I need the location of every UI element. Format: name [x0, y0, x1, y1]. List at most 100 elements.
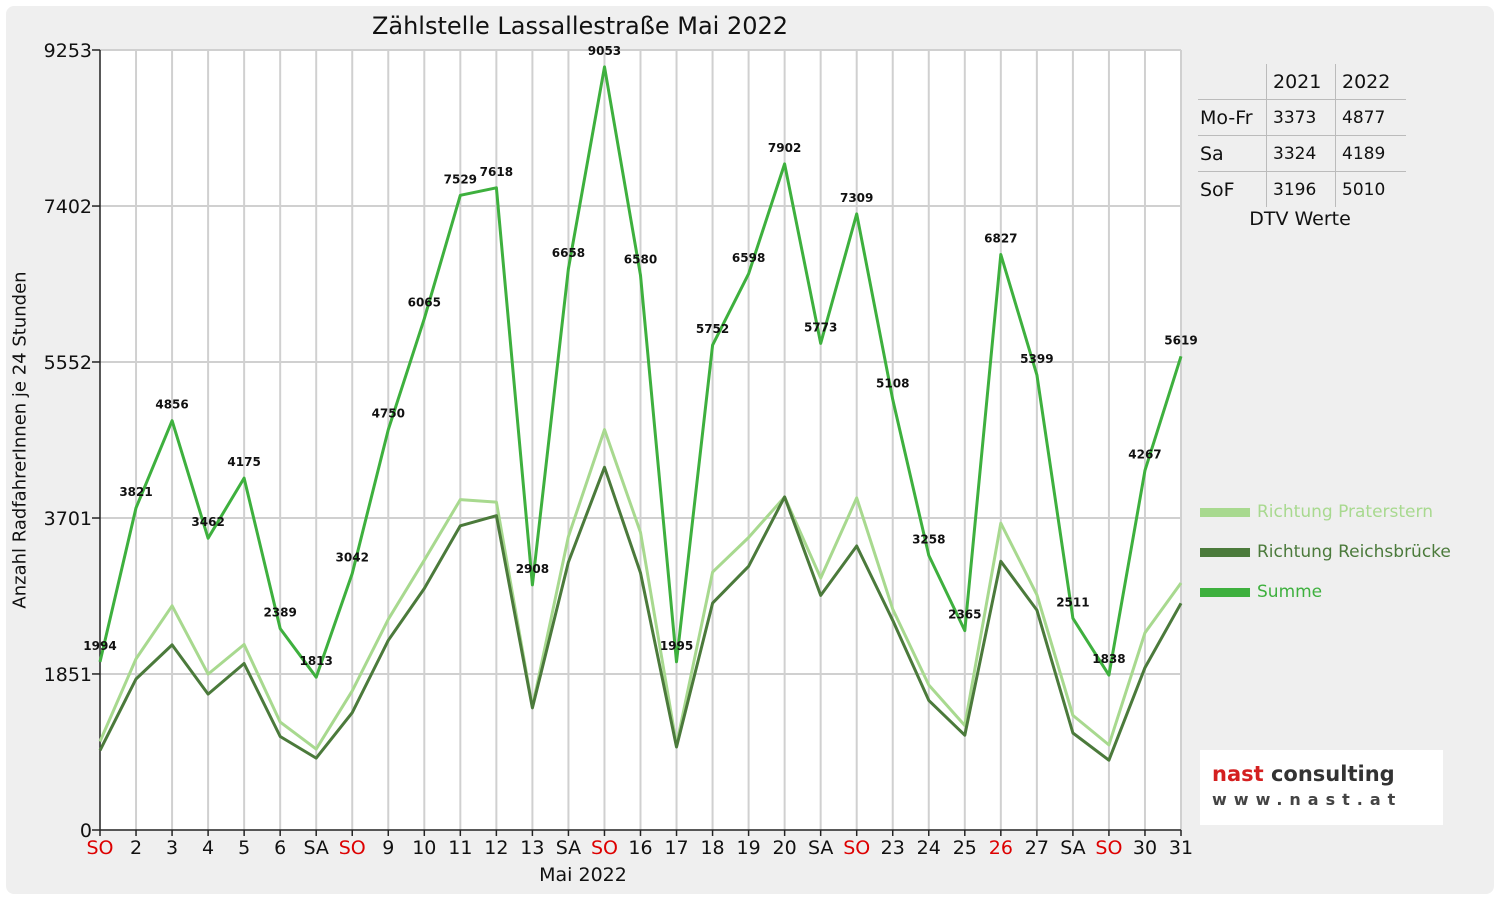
- dtv-caption: DTV Werte: [1249, 208, 1351, 230]
- data-label: 4267: [1128, 447, 1161, 461]
- x-tick-label: 5: [238, 837, 250, 859]
- dtv-col-2022: 2022: [1335, 64, 1406, 100]
- logo-word-nast: nast: [1212, 762, 1264, 786]
- company-logo: nast consulting www.nast.at: [1200, 750, 1443, 825]
- grid: [100, 49, 1182, 830]
- legend-item-reichsbruecke: Richtung Reichsbrücke: [1200, 532, 1451, 572]
- x-tick-label: 3: [166, 837, 178, 859]
- data-label: 4856: [155, 398, 188, 412]
- dtv-value-2021: 3196: [1266, 171, 1336, 207]
- data-label: 1838: [1092, 652, 1125, 666]
- x-tick-label: SA: [303, 837, 328, 859]
- x-tick-label: 25: [953, 837, 977, 859]
- data-label: 7529: [444, 172, 477, 186]
- data-label: 6658: [552, 246, 585, 260]
- data-label: 6065: [408, 296, 441, 310]
- x-tick-label: SA: [556, 837, 581, 859]
- data-label: 2908: [516, 562, 549, 576]
- y-tick-label: 0: [80, 820, 92, 842]
- data-label: 5619: [1164, 333, 1197, 347]
- data-label: 3258: [912, 532, 945, 546]
- data-label: 1813: [299, 654, 332, 668]
- x-tick-label: 13: [520, 837, 544, 859]
- data-label: 7902: [768, 141, 801, 155]
- data-label: 5108: [876, 376, 909, 390]
- x-tick-label: 20: [773, 837, 797, 859]
- x-tick-label: 2: [130, 837, 142, 859]
- series-line-richtung-praterstern: [98, 428, 1183, 751]
- x-tick-label: 23: [881, 837, 905, 859]
- data-label: 7309: [840, 191, 873, 205]
- data-label: 4175: [227, 455, 260, 469]
- data-label: 7618: [480, 165, 513, 179]
- x-tick-label: SA: [808, 837, 833, 859]
- data-label: 1994: [83, 639, 116, 653]
- y-tick-label: 3701: [44, 508, 92, 530]
- data-label: 9053: [588, 44, 621, 58]
- data-label: 4750: [372, 407, 405, 421]
- x-tick-label: SO: [86, 837, 113, 859]
- y-tick-label: 7402: [44, 196, 92, 218]
- series-line-richtung-reichsbr-cke: [98, 465, 1183, 762]
- x-tick-label: 6: [274, 837, 286, 859]
- dtv-header-row: 2021 2022: [1198, 64, 1406, 100]
- x-tick-label: 11: [448, 837, 472, 859]
- legend-label: Summe: [1257, 582, 1323, 602]
- data-label: 6827: [984, 232, 1017, 246]
- dtv-value-2021: 3373: [1266, 99, 1336, 136]
- x-tick-label: 16: [628, 837, 652, 859]
- data-label: 2389: [263, 606, 296, 620]
- data-label: 2511: [1056, 595, 1089, 609]
- logo-word-consulting: consulting: [1270, 762, 1395, 786]
- logo-wordmark: nast consulting: [1212, 762, 1395, 786]
- legend-swatch: [1200, 547, 1250, 557]
- x-axis-title: Mai 2022: [539, 864, 627, 886]
- legend: Richtung Praterstern Richtung Reichsbrüc…: [1200, 492, 1451, 612]
- x-tick-label: 4: [202, 837, 214, 859]
- x-tick-label: 17: [664, 837, 688, 859]
- data-label: 3821: [119, 485, 152, 499]
- x-tick-label: SO: [1095, 837, 1122, 859]
- data-labels: 1994 3821 4856 3462 4175 2389 1813 3042 4750 6065…: [83, 44, 1197, 668]
- legend-swatch: [1200, 587, 1250, 597]
- legend-item-summe: Summe: [1200, 572, 1451, 612]
- x-tick-label: 12: [484, 837, 508, 859]
- dtv-row-sa: Sa 3324 4189: [1198, 135, 1406, 172]
- dtv-row-label: Mo-Fr: [1198, 99, 1267, 136]
- dtv-table: 2021 2022 Mo-Fr 3373 4877 Sa 3324 4189 S…: [1198, 64, 1406, 207]
- y-tick-label: 1851: [44, 664, 92, 686]
- x-tick-label: 27: [1025, 837, 1049, 859]
- legend-item-praterstern: Richtung Praterstern: [1200, 492, 1451, 532]
- dtv-row-mofr: Mo-Fr 3373 4877: [1198, 99, 1406, 136]
- series-line-summe: [98, 65, 1183, 679]
- x-tick-label: 31: [1169, 837, 1193, 859]
- data-label: 6598: [732, 251, 765, 265]
- x-tick-label: SO: [591, 837, 618, 859]
- x-tick-label: SA: [1060, 837, 1085, 859]
- x-tick-label: SO: [843, 837, 870, 859]
- x-tick-label: 9: [382, 837, 394, 859]
- legend-label: Richtung Reichsbrücke: [1257, 542, 1451, 562]
- dtv-row-sof: SoF 3196 5010: [1198, 171, 1406, 207]
- x-tick-label: SO: [339, 837, 366, 859]
- y-tick-label: 9253: [44, 40, 92, 62]
- legend-swatch: [1200, 507, 1250, 517]
- data-label: 3042: [336, 551, 369, 565]
- dtv-value-2022: 4877: [1335, 99, 1406, 136]
- x-tick-label: 24: [917, 837, 941, 859]
- x-tick-label: 30: [1133, 837, 1157, 859]
- x-tick-label: 26: [989, 837, 1013, 859]
- data-label: 5752: [696, 322, 729, 336]
- dtv-row-label: SoF: [1200, 178, 1235, 201]
- x-tick-label: 10: [412, 837, 436, 859]
- data-label: 2365: [948, 608, 981, 622]
- dtv-value-2022: 5010: [1335, 171, 1406, 207]
- y-tick-label: 5552: [44, 352, 92, 374]
- data-label: 6580: [624, 252, 657, 266]
- data-label: 5773: [804, 320, 837, 334]
- data-label: 5399: [1020, 352, 1053, 366]
- dtv-corner-cell: [1198, 64, 1267, 100]
- data-label: 1995: [660, 639, 693, 653]
